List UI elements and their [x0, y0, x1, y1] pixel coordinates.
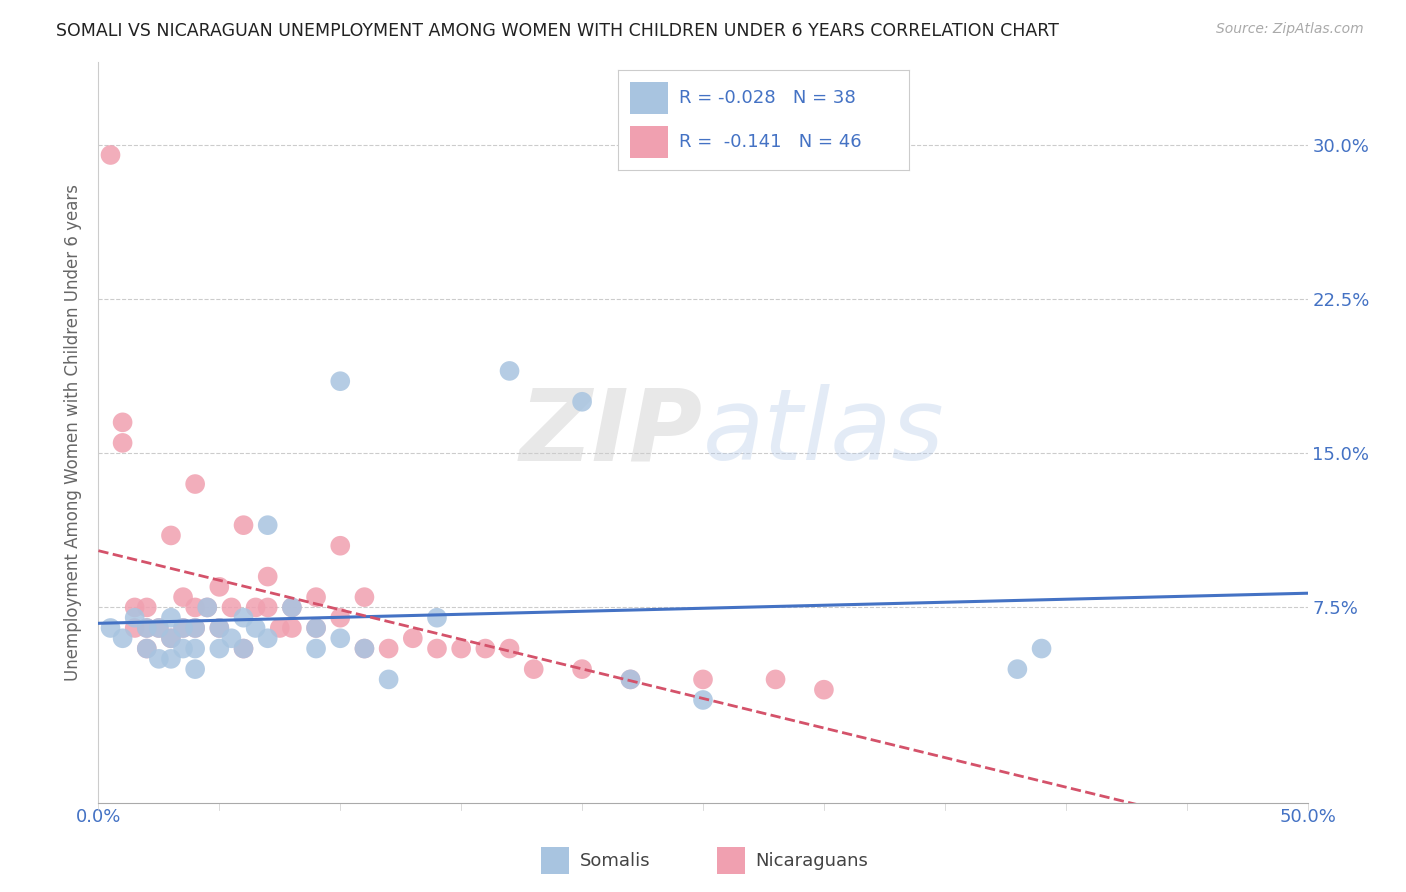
- Point: [221, 600, 243, 615]
- Point: [329, 539, 352, 553]
- Point: [426, 641, 449, 656]
- Point: [160, 632, 183, 646]
- Point: [195, 600, 218, 615]
- Point: [232, 518, 254, 533]
- Point: [523, 662, 546, 676]
- Point: [135, 600, 157, 615]
- Text: Somalis: Somalis: [581, 852, 651, 870]
- Point: [124, 621, 146, 635]
- Bar: [541, 847, 569, 874]
- Point: [160, 528, 183, 542]
- Point: [353, 590, 375, 604]
- Point: [329, 632, 352, 646]
- Point: [124, 600, 146, 615]
- Point: [184, 621, 207, 635]
- Point: [305, 621, 328, 635]
- Point: [619, 673, 641, 687]
- Point: [135, 621, 157, 635]
- Point: [208, 621, 231, 635]
- Point: [377, 641, 399, 656]
- Text: Source: ZipAtlas.com: Source: ZipAtlas.com: [1216, 22, 1364, 37]
- Point: [305, 621, 328, 635]
- Point: [353, 641, 375, 656]
- Point: [100, 621, 122, 635]
- Point: [353, 641, 375, 656]
- Point: [765, 673, 787, 687]
- Point: [281, 600, 304, 615]
- Point: [148, 652, 170, 666]
- Point: [184, 477, 207, 491]
- Point: [184, 600, 207, 615]
- Point: [160, 611, 183, 625]
- Point: [232, 641, 254, 656]
- Point: [135, 641, 157, 656]
- Point: [498, 641, 520, 656]
- Point: [195, 600, 218, 615]
- Point: [281, 600, 304, 615]
- Point: [619, 673, 641, 687]
- Text: atlas: atlas: [703, 384, 945, 481]
- Text: SOMALI VS NICARAGUAN UNEMPLOYMENT AMONG WOMEN WITH CHILDREN UNDER 6 YEARS CORREL: SOMALI VS NICARAGUAN UNEMPLOYMENT AMONG …: [56, 22, 1059, 40]
- Point: [184, 621, 207, 635]
- Point: [498, 364, 520, 378]
- Point: [256, 632, 278, 646]
- Point: [100, 148, 122, 162]
- Point: [208, 621, 231, 635]
- Point: [135, 621, 157, 635]
- Y-axis label: Unemployment Among Women with Children Under 6 years: Unemployment Among Women with Children U…: [63, 184, 82, 681]
- Point: [474, 641, 496, 656]
- Point: [402, 632, 425, 646]
- Point: [305, 590, 328, 604]
- Point: [172, 641, 194, 656]
- Point: [208, 641, 231, 656]
- Point: [208, 580, 231, 594]
- Point: [571, 662, 593, 676]
- Point: [256, 600, 278, 615]
- Point: [329, 611, 352, 625]
- Point: [172, 621, 194, 635]
- Point: [124, 611, 146, 625]
- Point: [256, 518, 278, 533]
- Point: [256, 569, 278, 583]
- Point: [245, 600, 267, 615]
- Point: [305, 641, 328, 656]
- Point: [232, 611, 254, 625]
- Point: [1031, 641, 1053, 656]
- Point: [377, 673, 399, 687]
- Point: [1007, 662, 1029, 676]
- Point: [111, 632, 134, 646]
- Point: [172, 621, 194, 635]
- Point: [692, 693, 714, 707]
- Point: [281, 621, 304, 635]
- Point: [692, 673, 714, 687]
- Point: [426, 611, 449, 625]
- Point: [160, 652, 183, 666]
- Point: [329, 374, 352, 388]
- Point: [232, 641, 254, 656]
- Point: [269, 621, 291, 635]
- Point: [111, 415, 134, 429]
- Point: [184, 641, 207, 656]
- Point: [245, 621, 267, 635]
- Point: [148, 621, 170, 635]
- Point: [111, 436, 134, 450]
- Text: Nicaraguans: Nicaraguans: [756, 852, 869, 870]
- Point: [184, 662, 207, 676]
- Bar: [717, 847, 745, 874]
- Text: ZIP: ZIP: [520, 384, 703, 481]
- Point: [135, 641, 157, 656]
- Point: [172, 590, 194, 604]
- Point: [221, 632, 243, 646]
- Point: [571, 394, 593, 409]
- Point: [450, 641, 472, 656]
- Point: [813, 682, 835, 697]
- Point: [148, 621, 170, 635]
- Point: [160, 632, 183, 646]
